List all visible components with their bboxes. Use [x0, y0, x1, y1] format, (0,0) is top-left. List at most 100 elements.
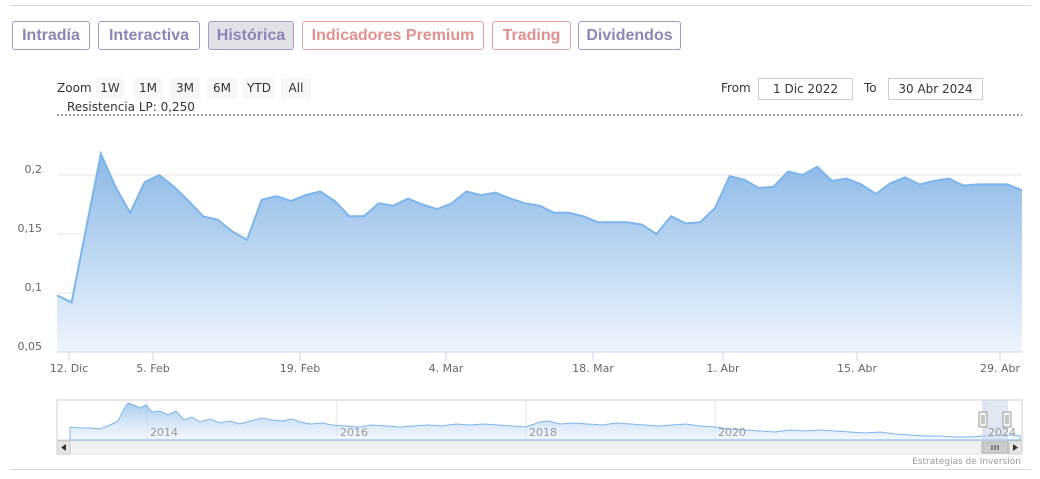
data-point[interactable]: [346, 213, 352, 219]
data-point[interactable]: [537, 203, 543, 209]
navigator-left-handle[interactable]: [978, 411, 988, 428]
data-point[interactable]: [478, 192, 484, 198]
from-date-input[interactable]: 1 Dic 2022: [758, 78, 853, 100]
data-point[interactable]: [361, 213, 367, 219]
data-point[interactable]: [975, 181, 981, 187]
data-point[interactable]: [113, 184, 119, 190]
data-point[interactable]: [420, 202, 426, 208]
zoom-label: Zoom: [57, 81, 92, 95]
tab-trading[interactable]: Trading: [492, 21, 571, 50]
x-tick-label: 15. Abr: [837, 362, 877, 375]
data-point[interactable]: [683, 220, 689, 226]
data-point[interactable]: [244, 237, 250, 243]
data-point[interactable]: [741, 177, 747, 183]
navigator-year-label: 2016: [340, 426, 368, 439]
data-point[interactable]: [654, 231, 660, 237]
data-point[interactable]: [961, 183, 967, 189]
data-point[interactable]: [595, 219, 601, 225]
data-point[interactable]: [127, 210, 133, 216]
x-tick-label: 1. Abr: [706, 362, 739, 375]
tab-intradia[interactable]: Intradía: [12, 21, 90, 50]
y-tick-label: 0,1: [25, 281, 43, 294]
data-point[interactable]: [858, 181, 864, 187]
data-point[interactable]: [990, 181, 996, 187]
data-point[interactable]: [770, 184, 776, 190]
data-point[interactable]: [624, 219, 630, 225]
data-point[interactable]: [785, 169, 791, 175]
navigator-year-label: 2020: [718, 426, 746, 439]
data-point[interactable]: [376, 200, 382, 206]
navigator-series-area: [69, 402, 1021, 441]
data-point[interactable]: [434, 206, 440, 212]
data-point[interactable]: [493, 190, 499, 196]
data-point[interactable]: [580, 213, 586, 219]
data-point[interactable]: [215, 217, 221, 223]
data-point[interactable]: [200, 213, 206, 219]
data-point[interactable]: [449, 200, 455, 206]
y-axis-labels: 0,2 0,15 0,1 0,05: [18, 163, 43, 353]
data-point[interactable]: [946, 176, 952, 182]
data-point[interactable]: [887, 180, 893, 186]
data-point[interactable]: [390, 203, 396, 209]
data-point[interactable]: [522, 200, 528, 206]
data-point[interactable]: [463, 189, 469, 195]
navigator-right-handle[interactable]: [1002, 411, 1012, 428]
data-point[interactable]: [69, 299, 75, 305]
data-point[interactable]: [1004, 181, 1010, 187]
data-point[interactable]: [54, 292, 60, 298]
navigator-scrollbar[interactable]: [56, 440, 1023, 455]
zoom-6m-button[interactable]: 6M: [207, 78, 237, 99]
data-point[interactable]: [156, 172, 162, 178]
zoom-3m-button[interactable]: 3M: [170, 78, 200, 99]
data-point[interactable]: [551, 210, 557, 216]
zoom-ytd-button[interactable]: YTD: [243, 78, 275, 99]
data-point[interactable]: [566, 210, 572, 216]
data-point[interactable]: [273, 193, 279, 199]
data-point[interactable]: [98, 151, 104, 157]
data-point[interactable]: [712, 205, 718, 211]
data-point[interactable]: [917, 181, 923, 187]
data-point[interactable]: [639, 222, 645, 228]
data-point[interactable]: [844, 176, 850, 182]
to-date-input[interactable]: 30 Abr 2024: [888, 78, 983, 100]
data-point[interactable]: [800, 172, 806, 178]
data-point[interactable]: [288, 198, 294, 204]
tab-dividendos[interactable]: Dividendos: [578, 21, 681, 50]
data-point[interactable]: [756, 185, 762, 191]
data-point[interactable]: [303, 192, 309, 198]
zoom-1m-button[interactable]: 1M: [134, 78, 162, 99]
zoom-all-button[interactable]: All: [281, 78, 311, 99]
data-point[interactable]: [83, 225, 89, 231]
data-point[interactable]: [317, 189, 323, 195]
data-point[interactable]: [610, 219, 616, 225]
data-point[interactable]: [1019, 187, 1025, 193]
chart-credit[interactable]: Estrategias de Inversión: [912, 456, 1021, 467]
from-label: From: [721, 81, 751, 95]
x-axis-labels: 12. Dic 5. Feb 19. Feb 4. Mar 18. Mar 1.…: [50, 362, 1021, 375]
data-point[interactable]: [814, 164, 820, 170]
data-point[interactable]: [230, 229, 236, 235]
navigator[interactable]: 2014 2016 2018 2020 2024: [56, 399, 1023, 441]
data-point[interactable]: [332, 198, 338, 204]
data-point[interactable]: [259, 197, 265, 203]
tab-interactiva[interactable]: Interactiva: [98, 21, 200, 50]
data-point[interactable]: [873, 191, 879, 197]
y-tick-label: 0,2: [25, 163, 43, 176]
data-point[interactable]: [727, 173, 733, 179]
data-point[interactable]: [186, 198, 192, 204]
x-tick-label: 19. Feb: [280, 362, 320, 375]
tab-indicadores-premium[interactable]: Indicadores Premium: [302, 21, 484, 50]
data-point[interactable]: [405, 196, 411, 202]
data-point[interactable]: [668, 213, 674, 219]
data-point[interactable]: [931, 178, 937, 184]
data-point[interactable]: [142, 179, 148, 185]
zoom-1w-button[interactable]: 1W: [96, 78, 124, 99]
x-tick-label: 29. Abr: [980, 362, 1020, 375]
data-point[interactable]: [697, 219, 703, 225]
data-point[interactable]: [507, 196, 513, 202]
data-point[interactable]: [902, 174, 908, 180]
data-point[interactable]: [171, 184, 177, 190]
tab-historica[interactable]: Histórica: [208, 21, 294, 50]
data-point[interactable]: [829, 178, 835, 184]
